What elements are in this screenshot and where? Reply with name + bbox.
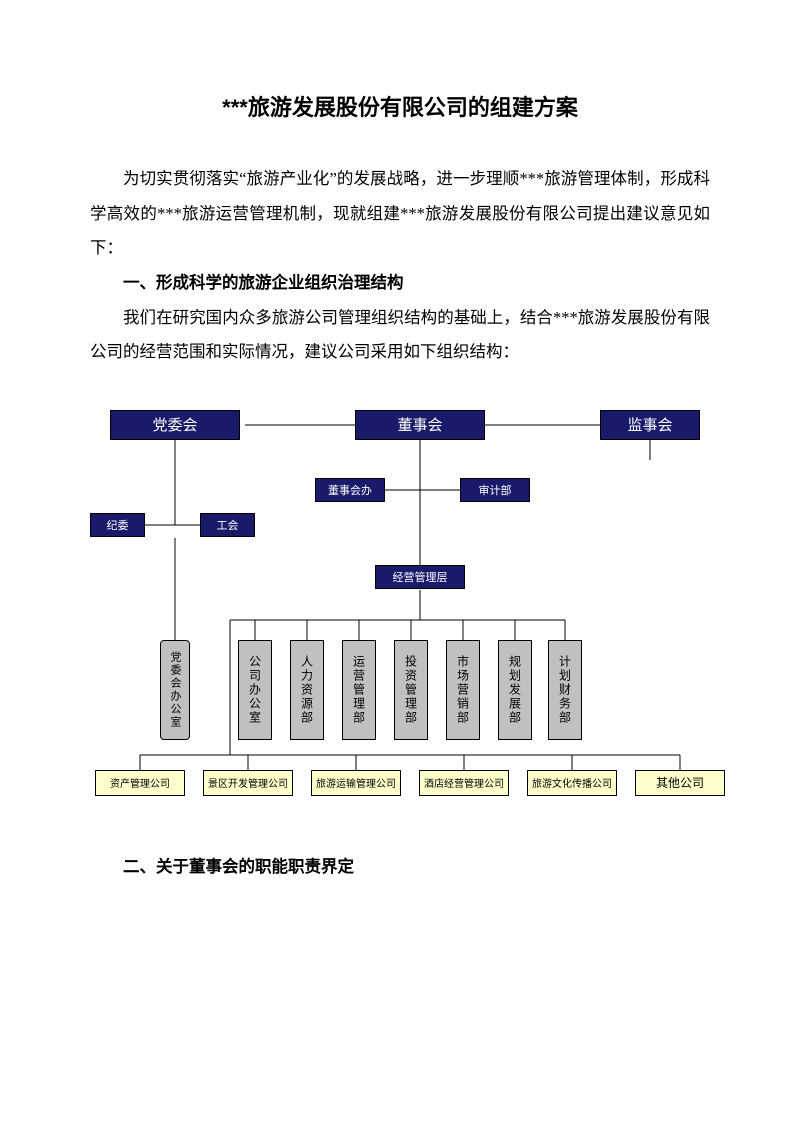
node-dept-market-label: 市场营销部 — [455, 655, 472, 725]
node-union: 工会 — [200, 513, 255, 537]
intro-paragraph: 为切实贯彻落实“旅游产业化”的发展战略，进一步理顺***旅游管理体制，形成科学高… — [90, 162, 710, 266]
section-heading-1: 一、形成科学的旅游企业组织治理结构 — [90, 266, 710, 301]
node-dept-office: 公司办公室 — [238, 640, 272, 740]
node-board-office: 董事会办 — [315, 478, 385, 502]
node-party-office: 党委会办公室 — [160, 640, 190, 740]
node-sub-other: 其他公司 — [635, 770, 725, 796]
node-management: 经营管理层 — [375, 565, 465, 589]
node-party-committee: 党委会 — [110, 410, 240, 440]
node-sub-culture: 旅游文化传播公司 — [527, 770, 617, 796]
section1-paragraph: 我们在研究国内众多旅游公司管理组织结构的基础上，结合***旅游发展股份有限公司的… — [90, 301, 710, 370]
page-title: ***旅游发展股份有限公司的组建方案 — [90, 90, 710, 122]
section-heading-2: 二、关于董事会的职能职责界定 — [90, 850, 710, 885]
node-dept-finance: 计划财务部 — [548, 640, 582, 740]
node-sub-transport: 旅游运输管理公司 — [311, 770, 401, 796]
document-page: ***旅游发展股份有限公司的组建方案 为切实贯彻落实“旅游产业化”的发展战略，进… — [0, 0, 800, 924]
node-dept-hr-label: 人力资源部 — [299, 655, 316, 725]
node-dept-office-label: 公司办公室 — [247, 655, 264, 725]
node-dept-ops-label: 运营管理部 — [351, 655, 368, 725]
node-dept-hr: 人力资源部 — [290, 640, 324, 740]
node-audit: 审计部 — [460, 478, 530, 502]
node-sub-hotel: 酒店经营管理公司 — [419, 770, 509, 796]
org-chart: 党委会 董事会 监事会 董事会办 审计部 纪委 工会 经营管理层 党委会办公室 … — [90, 390, 730, 820]
node-dept-plan: 规划发展部 — [498, 640, 532, 740]
node-dept-market: 市场营销部 — [446, 640, 480, 740]
node-dept-invest-label: 投资管理部 — [403, 655, 420, 725]
node-supervisory: 监事会 — [600, 410, 700, 440]
node-board: 董事会 — [355, 410, 485, 440]
node-sub-scenic: 景区开发管理公司 — [203, 770, 293, 796]
node-dept-invest: 投资管理部 — [394, 640, 428, 740]
org-chart-lines — [90, 390, 730, 820]
node-dept-finance-label: 计划财务部 — [557, 655, 574, 725]
node-discipline: 纪委 — [90, 513, 145, 537]
node-dept-plan-label: 规划发展部 — [507, 655, 524, 725]
node-sub-asset: 资产管理公司 — [95, 770, 185, 796]
node-dept-ops: 运营管理部 — [342, 640, 376, 740]
node-party-office-label: 党委会办公室 — [167, 651, 183, 729]
